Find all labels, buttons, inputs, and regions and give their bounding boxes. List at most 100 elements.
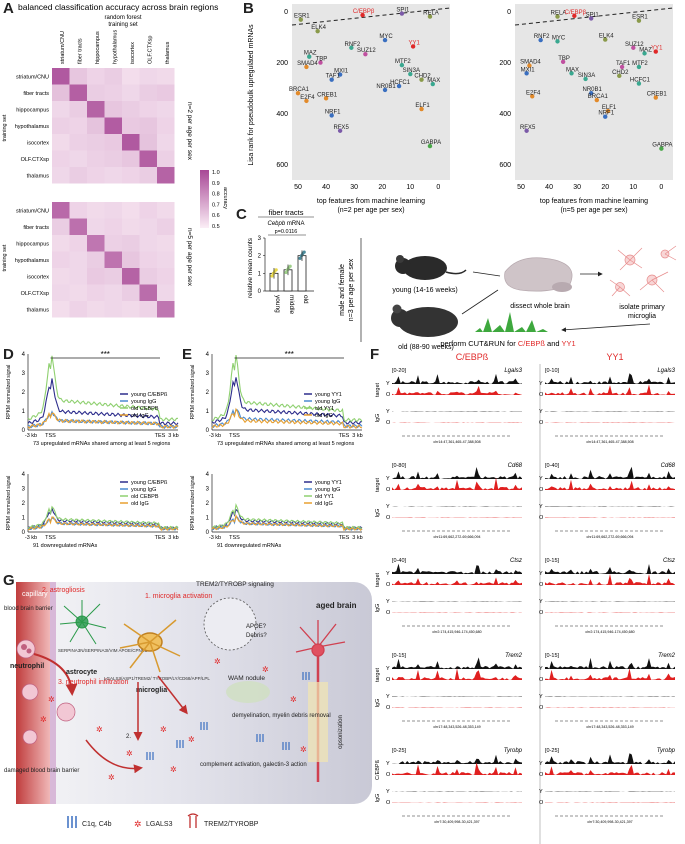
wam-nodule [226,681,270,703]
panel-g-schematic: capillary blood brain barrier neutrophil… [4,581,372,829]
de-ytick: 2 [22,501,26,507]
b-point-label: SMAD4 [520,60,541,66]
b-point-label: RELA [423,11,439,17]
f-coord: chr14:47,361,465-47,388,508 [433,440,480,444]
f-track [392,477,522,490]
b-point [605,108,611,114]
b-point-label: MYC [379,34,393,40]
f-track [392,385,522,395]
a-heat-cell [52,134,70,151]
b-point-label: SIN3A [578,73,595,79]
de-ytick: 2 [206,390,210,396]
b-ytick: 200 [499,60,511,67]
g-neutrophil: neutrophil [10,663,44,670]
b-point [524,128,529,133]
b-point-label: SUZ12 [625,42,644,48]
f-y-label: Y [386,476,390,482]
a-heat-cell [157,68,175,85]
b-point-label: MXI1 [521,67,536,73]
a-heat-cell [122,167,140,184]
a-heat-cell [87,301,105,318]
microglia-cells-icon [609,245,677,297]
a-heat-cell [122,134,140,151]
g-micro-genes: LGALS3/ASP1/TREM2/ TYROBP/LY/CD68/APP/LP… [104,676,210,681]
b-point [527,63,532,68]
b-xtick: 20 [601,184,609,191]
de-xtick: TSS [229,535,240,541]
panel-c-gene-suffix: mRNA [285,221,304,227]
b-point-label: MTF2 [632,61,648,67]
de-legend-label: young IgG [315,399,340,405]
f-y-label: Y [539,789,543,795]
de-profile-line [27,516,179,531]
a-heat-cell [104,117,122,134]
c1q-marker-icon [282,742,290,750]
a-colorbar-tick: 0.6 [212,213,220,219]
f-y-label: Y [386,571,390,577]
a-heat-cell [122,101,140,118]
b-point [653,95,658,100]
a-heat-cell [139,117,157,134]
blood-brain-barrier [50,582,56,804]
f-y-label: Y [539,476,543,482]
panel-b-right-xlabel2: (n=5 per age per sex) [560,207,627,214]
f-gene-label: Cd68 [661,463,676,469]
a-heat-cell [139,84,157,101]
microglia-icon [119,619,181,673]
de-xtick: TSS [229,433,240,439]
panel-a-title: balanced classification accuracy across … [18,2,218,12]
f-o-label: O [539,610,544,616]
b-point [382,87,388,93]
a-heat-cell [104,134,122,151]
panel-letter-e: E [182,346,193,363]
b-point-label: SPI1 [586,12,600,18]
g-damaged: damaged blood brain barrier [4,768,79,774]
b-point [636,18,642,23]
lgals3-marker-icon: ✲ [96,725,103,734]
f-scale: [0-25] [545,748,560,754]
b-xtick: 50 [517,184,525,191]
b-xtick: 40 [545,184,553,191]
panel-c-barchart: fiber tracts Cebpb mRNA p=0.0116 relativ… [247,208,314,315]
brain-icon [504,257,573,292]
f-track [545,466,675,479]
b-ytick: 400 [499,111,511,118]
b-point [653,49,658,54]
g-step2: 2. [126,734,131,740]
g-demyel: demyelination, myelin debris removal [232,713,331,719]
f-coord: chr14:47,361,465-47,388,508 [586,440,633,444]
b-point [427,143,433,149]
c-bar [297,255,307,292]
f-coord: chr7:30,409,998-30,421,397 [434,820,479,824]
panel-a-model: random forest [104,15,141,21]
f-track [545,384,675,395]
b-point [588,16,594,21]
a-heat-cell [52,84,70,101]
de-profile-line [27,411,179,430]
a-col-head: OLF.CTXsp [147,36,153,64]
de-legend-label: old YY1 [315,406,334,412]
panel-letter-b: B [243,0,254,17]
a-heat-cell [139,134,157,151]
f-igg-label: IgG [375,509,381,518]
f-target-label: target [375,383,381,398]
c-point [284,270,288,275]
b-point-label: RNF2 [345,42,361,48]
c-point [302,250,306,254]
f-o-label: O [539,677,544,683]
b-point-label: BRCA1 [588,94,609,100]
b-point-label: CREB1 [317,92,338,98]
panel-b-right-xlabel1: top features from machine learning [540,198,648,205]
b-point-label: TAF1 [616,61,631,67]
de-ytick: 0 [206,428,210,434]
g-capillary: capillary [22,591,48,598]
de-xtick: 3 kb [168,535,178,541]
lgals3-marker-icon: ✲ [214,657,221,666]
b-point [555,39,560,44]
f-y-label: Y [386,599,390,605]
signaling-inset [203,597,257,651]
de-xtick: TES [339,535,350,541]
de-profile-line [211,508,363,530]
f-target-label: C/EBPß [375,759,381,780]
b-point-label: NRF1 [598,111,614,117]
